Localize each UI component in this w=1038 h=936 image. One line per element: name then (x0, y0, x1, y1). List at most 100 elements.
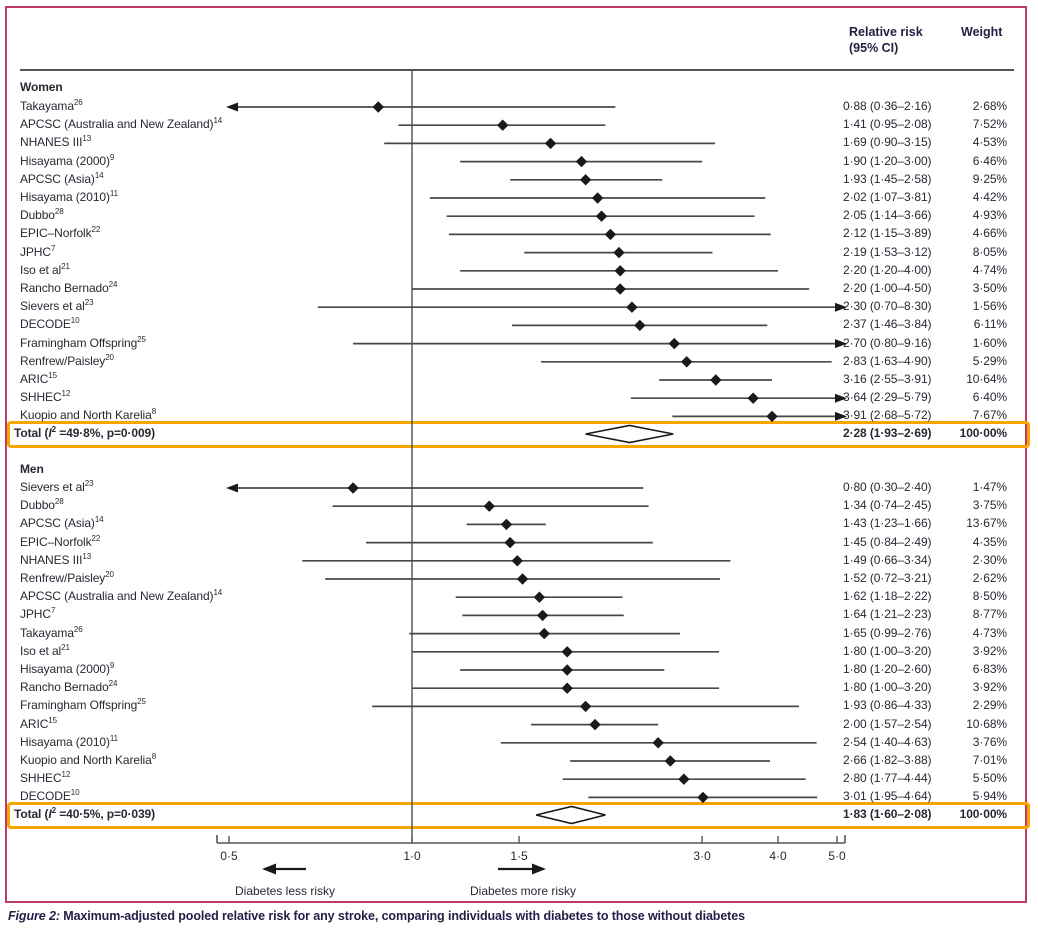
i-squared-symbol: I (48, 807, 52, 821)
study-ref-superscript: 13 (82, 134, 92, 144)
study-row-label: Rancho Bernado24 (20, 679, 118, 695)
study-ref-superscript: 21 (61, 261, 70, 271)
total-row-highlight (7, 801, 1030, 829)
axis-tick-label: 3·0 (693, 849, 711, 863)
study-ref-superscript: 7 (50, 606, 56, 616)
study-ref-superscript: 14 (94, 515, 104, 525)
rr-value: 2·66 (1·82–3·88) (843, 753, 932, 767)
study-row-label: Takayama26 (20, 98, 83, 114)
study-row-label: Hisayama (2010)11 (20, 733, 118, 749)
study-row-label: Kuopio and North Karelia8 (20, 752, 157, 768)
study-row-label: NHANES III13 (20, 551, 92, 567)
axis-tick-label: 1·5 (510, 849, 528, 863)
rr-value: 3·91 (2·68–5·72) (843, 408, 932, 423)
study-ref-superscript: 28 (54, 497, 64, 507)
study-row-label: Kuopio and North Karelia8 (20, 407, 157, 423)
weight-value: 4·93% (972, 208, 1007, 223)
rr-value: 2·19 (1·53–3·12) (843, 244, 932, 259)
study-ref-superscript: 10 (70, 316, 80, 326)
weight-value: 7·67% (972, 408, 1007, 423)
weight-value: 6·40% (972, 390, 1007, 405)
study-row-label: APCSC (Asia)14 (20, 515, 104, 531)
weight-value: 6·83% (972, 662, 1007, 676)
study-ref-superscript: 28 (54, 207, 64, 217)
total-label: Total (I2 =40·5%, p=0·039) (14, 806, 156, 822)
study-row-label: Takayama26 (20, 624, 83, 640)
weight-value: 2·30% (972, 552, 1007, 567)
study-row-label: Hisayama (2010)11 (20, 189, 118, 205)
rr-value: 1·43 (1·23–1·66) (843, 516, 932, 531)
weight-value: 8·50% (972, 589, 1007, 604)
rr-value: 1·80 (1·00–3·20) (843, 680, 932, 695)
study-ref-superscript: 11 (109, 733, 118, 743)
weight-value: 1·56% (972, 299, 1007, 314)
study-row-label: Sievers et al23 (20, 298, 94, 314)
rr-value: 2·05 (1·14–3·66) (843, 208, 932, 223)
total-weight-value: 100·00% (959, 426, 1007, 440)
study-ref-superscript: 21 (61, 642, 70, 652)
study-row-label: Dubbo28 (20, 497, 64, 513)
direction-label-less-risky: Diabetes less risky (234, 884, 336, 898)
study-ref-superscript: 23 (84, 479, 94, 488)
caption-prefix: Figure 2: (8, 909, 60, 923)
rr-value: 2·80 (1·77–4·44) (843, 771, 932, 786)
study-ref-superscript: 9 (109, 661, 115, 670)
caption-text: Maximum-adjusted pooled relative risk fo… (59, 909, 745, 923)
rr-value: 2·37 (1·46–3·84) (843, 317, 932, 332)
study-ref-superscript: 26 (73, 624, 83, 634)
study-ref-superscript: 25 (137, 697, 146, 707)
rr-value: 1·34 (0·74–2·45) (843, 498, 932, 513)
total-rr-value: 2·28 (1·93–2·69) (843, 426, 932, 440)
rr-value: 2·20 (1·00–4·50) (843, 281, 932, 295)
rr-value: 1·80 (1·00–3·20) (843, 643, 932, 658)
rr-value: 3·01 (1·95–4·64) (843, 789, 932, 804)
i-squared-symbol: I (48, 426, 52, 440)
study-ref-superscript: 14 (213, 588, 223, 598)
study-ref-superscript: 7 (50, 243, 56, 253)
weight-value: 3·50% (972, 281, 1007, 295)
rr-value: 2·70 (0·80–9·16) (843, 335, 932, 350)
weight-value: 4·53% (972, 135, 1007, 150)
study-row-label: ARIC15 (20, 371, 57, 387)
study-row-label: Framingham Offspring25 (20, 334, 146, 350)
rr-value: 3·16 (2·55–3·91) (843, 372, 932, 386)
weight-value: 4·74% (972, 262, 1007, 277)
rr-value: 2·83 (1·63–4·90) (843, 353, 932, 368)
study-ref-superscript: 24 (108, 280, 118, 289)
figure-frame (5, 6, 1027, 903)
study-ref-superscript: 15 (48, 715, 57, 725)
study-row-label: JPHC7 (20, 243, 56, 259)
weight-value: 2·62% (972, 571, 1007, 585)
weight-value: 3·92% (972, 643, 1007, 658)
weight-value: 3·75% (972, 498, 1007, 513)
column-header-rr-line1: Relative risk (849, 25, 923, 39)
weight-value: 13·67% (966, 516, 1007, 531)
study-row-label: Renfrew/Paisley20 (20, 352, 114, 368)
total-rr-value: 1·83 (1·60–2·08) (843, 807, 932, 821)
study-ref-superscript: 25 (137, 334, 146, 344)
weight-value: 3·76% (972, 734, 1007, 749)
weight-value: 8·77% (972, 607, 1007, 622)
study-row-label: SHHEC12 (20, 770, 71, 786)
figure-caption: Figure 2: Maximum-adjusted pooled relati… (8, 909, 1032, 923)
rr-value: 1·64 (1·21–2·23) (843, 607, 932, 622)
weight-value: 6·46% (972, 153, 1007, 168)
rr-value: 1·80 (1·20–2·60) (843, 662, 932, 676)
rr-value: 1·69 (0·90–3·15) (843, 135, 932, 150)
rr-value: 1·90 (1·20–3·00) (843, 153, 932, 168)
study-ref-superscript: 22 (91, 225, 101, 235)
weight-value: 4·42% (972, 190, 1007, 204)
study-row-label: NHANES III13 (20, 134, 92, 150)
rr-value: 1·93 (0·86–4·33) (843, 698, 932, 713)
study-row-label: DECODE10 (20, 788, 80, 804)
rr-value: 1·93 (1·45–2·58) (843, 171, 932, 186)
study-ref-superscript: 14 (94, 170, 104, 180)
rr-value: 1·65 (0·99–2·76) (843, 625, 932, 640)
study-row-label: APCSC (Asia)14 (20, 170, 104, 186)
study-ref-superscript: 15 (48, 371, 57, 380)
weight-value: 3·92% (972, 680, 1007, 695)
column-header-weight: Weight (961, 25, 1003, 39)
study-row-label: DECODE10 (20, 316, 80, 332)
axis-tick-label: 0·5 (220, 849, 238, 863)
axis-tick-label: 1·0 (403, 849, 421, 863)
